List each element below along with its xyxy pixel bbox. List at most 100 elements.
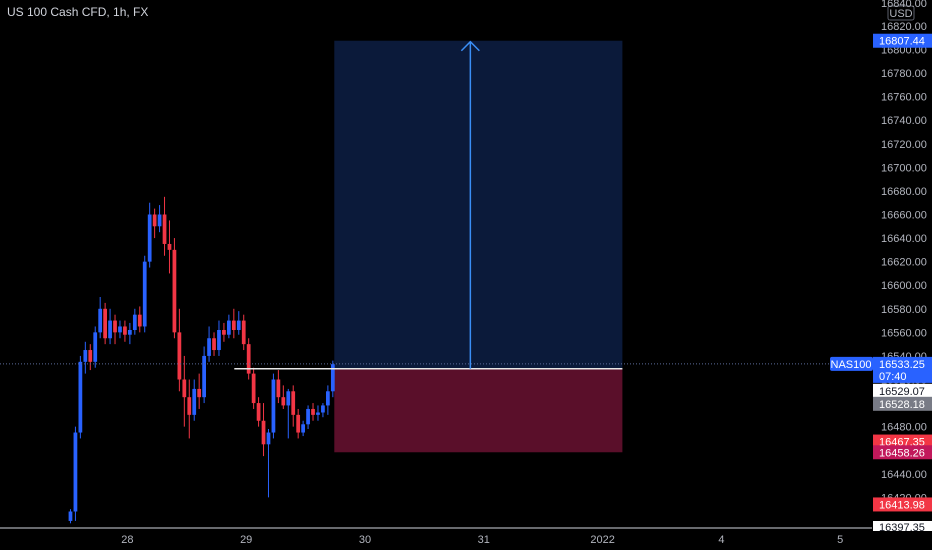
price-tick-label: 16820.00 xyxy=(881,21,927,33)
candle-body xyxy=(212,338,216,351)
candle-body xyxy=(113,320,117,333)
price-axis[interactable]: 16420.0016440.0016460.0016480.0016500.00… xyxy=(881,5,927,504)
stop-price-tag-1-bg xyxy=(873,434,932,449)
candle-body xyxy=(306,408,310,425)
candle-body xyxy=(197,388,202,398)
price-tick-label: 16580.00 xyxy=(881,304,927,316)
target-price-tag-bg xyxy=(873,33,932,48)
candle-body xyxy=(152,214,157,227)
position-zones xyxy=(334,40,623,453)
price-tick-label: 16780.00 xyxy=(881,68,927,80)
candle-body xyxy=(281,397,286,406)
target-arrow-head[interactable] xyxy=(460,40,480,52)
candle-body xyxy=(157,214,162,227)
candle-body xyxy=(172,249,177,333)
candle-body xyxy=(207,338,211,356)
symbol-tag-bg xyxy=(830,356,873,371)
candle-body xyxy=(73,432,78,512)
last-price-tag-bg xyxy=(873,356,932,383)
candle-body xyxy=(266,432,271,445)
bid-price-tag-bg xyxy=(873,396,932,411)
last-price-tag: 16533.25 xyxy=(879,359,925,371)
low-price-tag-bg xyxy=(873,497,932,512)
candle-body xyxy=(217,330,221,351)
chart-title: US 100 Cash CFD, 1h, FX xyxy=(7,5,149,19)
candle-body xyxy=(108,320,112,339)
candle-body xyxy=(123,326,127,335)
stop-price-tag-2-bg xyxy=(873,445,932,460)
candle-body xyxy=(296,414,301,433)
candle-body xyxy=(227,320,231,335)
time-tick-label: 5 xyxy=(837,534,843,546)
candle-body xyxy=(256,403,261,421)
bid-price-tag: 16528.18 xyxy=(879,399,925,411)
candle-body xyxy=(68,511,73,521)
candle-body xyxy=(167,243,172,250)
candle-body xyxy=(241,320,246,345)
candle-body xyxy=(271,379,276,433)
candle-body xyxy=(286,391,291,406)
price-tick-label: 16760.00 xyxy=(881,92,927,104)
price-tick-label: 16680.00 xyxy=(881,186,927,198)
candle-body xyxy=(182,379,187,398)
candle-body xyxy=(83,350,88,362)
time-tick-label: 4 xyxy=(718,534,724,546)
bottom-partial-bg xyxy=(873,521,932,531)
candle-body xyxy=(276,379,281,398)
low-price-tag: 16413.98 xyxy=(879,499,925,511)
candle-body xyxy=(231,320,236,330)
loss-zone[interactable] xyxy=(334,368,623,453)
candle-body xyxy=(326,391,330,406)
candle-body xyxy=(128,330,132,335)
price-tick-label: 16560.00 xyxy=(881,327,927,339)
candle-body xyxy=(147,214,152,262)
candle-body xyxy=(137,314,142,327)
entry-price-tag-bg xyxy=(873,383,932,398)
stop-price-tag-2: 16458.26 xyxy=(879,447,925,459)
candle-body xyxy=(88,350,93,362)
candle-body xyxy=(103,308,107,339)
candle-body xyxy=(316,412,320,415)
candle-body xyxy=(142,261,147,327)
candle-body xyxy=(311,408,315,415)
candle-body xyxy=(321,405,325,413)
target-price-tag: 16807.44 xyxy=(879,36,925,48)
overlay-group xyxy=(0,40,872,529)
candle-body xyxy=(78,361,83,433)
profit-zone[interactable] xyxy=(334,40,623,369)
price-tick-label: 16660.00 xyxy=(881,210,927,222)
candle-body xyxy=(261,420,266,445)
countdown-tag: 07:40 xyxy=(879,371,907,383)
currency-label: USD xyxy=(889,8,912,20)
candle-body xyxy=(330,364,335,392)
candles-group xyxy=(68,196,335,524)
candle-body xyxy=(118,326,122,333)
candle-body xyxy=(222,330,226,335)
price-tick-label: 16740.00 xyxy=(881,115,927,127)
candle-body xyxy=(132,314,137,330)
price-tick-label: 16440.00 xyxy=(881,469,927,481)
time-axis[interactable]: 28 29 30 31 2022 4 5 xyxy=(121,534,843,546)
price-tick-label: 16640.00 xyxy=(881,233,927,245)
currency-badge[interactable] xyxy=(887,5,915,21)
candle-body xyxy=(236,320,241,330)
candle-body xyxy=(246,344,251,374)
candle-body xyxy=(162,214,167,244)
candle-body xyxy=(192,388,197,415)
candle-body xyxy=(98,308,103,333)
candle-body xyxy=(187,397,192,415)
price-tick-label: 16700.00 xyxy=(881,162,927,174)
price-tick-label: 16720.00 xyxy=(881,139,927,151)
candle-body xyxy=(93,332,98,362)
price-tick-label: 16620.00 xyxy=(881,257,927,269)
bottom-partial-label: 16397.35 xyxy=(879,522,925,534)
price-tick-label: 16480.00 xyxy=(881,422,927,434)
candle-body xyxy=(202,355,206,398)
candle-body xyxy=(251,373,256,404)
time-tick-label: 28 xyxy=(121,534,133,546)
candle-body xyxy=(291,391,296,415)
time-tick-label: 31 xyxy=(478,534,490,546)
top-partial-label: 16840.00 xyxy=(881,0,927,10)
